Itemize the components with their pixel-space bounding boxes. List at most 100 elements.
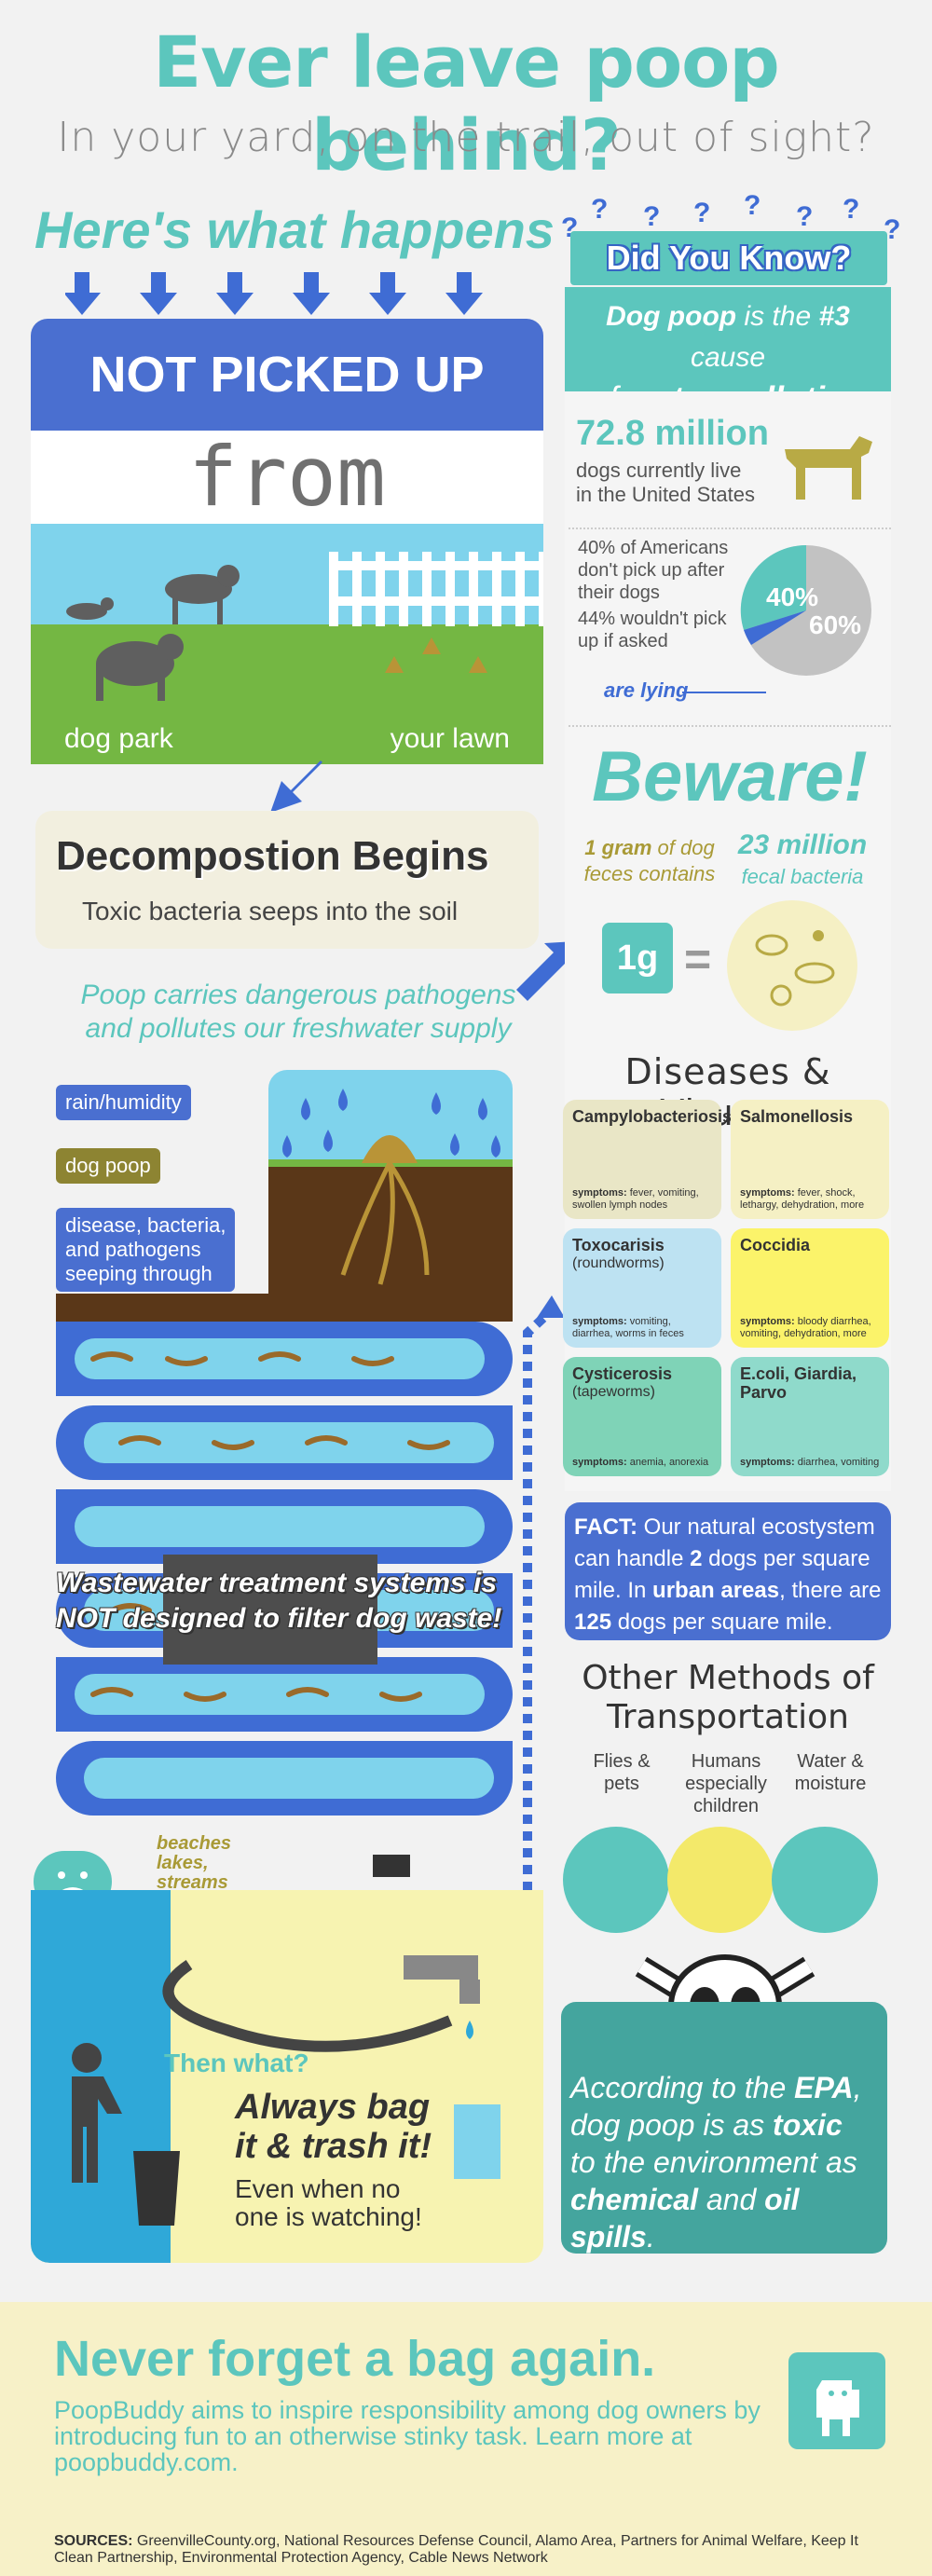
- epa-box: [561, 2002, 887, 2254]
- pct-line: up if asked: [578, 631, 668, 651]
- poopbuddy-logo[interactable]: [788, 2352, 885, 2449]
- wastewater-line: Wastewater treatment systems is: [56, 1568, 497, 1598]
- fact-span: Our natural ecostystem can handle: [574, 1514, 875, 1571]
- bacteria-circle-icon: [727, 900, 857, 1031]
- poop-carries-line: and pollutes our freshwater supply: [85, 1013, 512, 1044]
- symptoms-prefix: symptoms:: [740, 1457, 795, 1468]
- disease-label-line: and pathogens: [65, 1238, 201, 1261]
- method-label-line: Flies &: [593, 1751, 651, 1772]
- fact-text: FACT: Our natural ecostystem can handle …: [574, 1512, 882, 1638]
- question-mark-icon: ?: [884, 214, 901, 245]
- raindrop-icon: [478, 1098, 487, 1120]
- fact-bold: #3: [818, 301, 850, 332]
- raindrop-icon: [450, 1133, 459, 1156]
- disease-name-text: Cysticerosis: [572, 1364, 673, 1383]
- fact-text: is the: [736, 301, 819, 332]
- down-arrow-icon: [65, 272, 101, 315]
- are-lying-label: are lying: [604, 678, 689, 702]
- disease-sub: (tapeworms): [572, 1384, 655, 1400]
- disease-name: Salmonellosis: [740, 1107, 854, 1126]
- disease-sub: (roundworms): [572, 1255, 665, 1271]
- down-arrow-icon: [293, 272, 330, 315]
- question-marks: ? ? ? ? ? ? ? ?: [554, 188, 908, 245]
- did-you-know-heading: Did You Know?: [570, 231, 887, 285]
- bacteria-label: fecal bacteria: [741, 865, 864, 888]
- always-bag-line: Always bag: [235, 2088, 431, 2127]
- pct-line: 44% wouldn't pick: [578, 609, 727, 629]
- disease-symptoms: symptoms: bloody diarrhea, vomiting, deh…: [740, 1316, 880, 1340]
- disease-card: Coccidia symptoms: bloody diarrhea, vomi…: [731, 1228, 889, 1348]
- dogs-count: 72.8 million: [576, 414, 769, 453]
- symptoms-text: fever, vomiting, swollen lymph nodes: [572, 1187, 699, 1211]
- pie-label-40: 40%: [766, 582, 818, 611]
- dog-silhouette-icon: [785, 436, 872, 500]
- question-mark-icon: ?: [796, 201, 814, 232]
- symptoms-prefix: symptoms:: [740, 1187, 795, 1199]
- pie-label-60: 60%: [809, 610, 861, 639]
- decomposition-title: Decompostion Begins: [56, 833, 489, 879]
- question-mark-icon: ?: [843, 194, 860, 225]
- question-mark-icon: ?: [693, 198, 711, 228]
- poopbuddy-description: PoopBuddy aims to inspire responsibility…: [54, 2396, 761, 2476]
- poop-icon: [362, 1135, 418, 1163]
- humans-children-icon: [667, 1827, 774, 1933]
- epa-bold: oil spills: [570, 2183, 800, 2254]
- poop-bag-icon: [153, 2122, 170, 2139]
- person-icon: [72, 2043, 102, 2073]
- bacteria-count: 23 million: [737, 829, 868, 860]
- poop-carries-line: Poop carries dangerous pathogens: [80, 980, 516, 1010]
- pct-not-pick-up: 40% of Americans don't pick up after the…: [578, 537, 728, 604]
- disease-name: Campylobacteriosis: [572, 1107, 733, 1126]
- beware-heading: Beware!: [592, 737, 868, 816]
- disease-symptoms: symptoms: vomiting, diarrhea, worms in f…: [572, 1316, 712, 1340]
- soil-illustration: [268, 1089, 513, 1285]
- raindrop-icon: [301, 1098, 310, 1120]
- method-label-line: moisture: [794, 1774, 867, 1794]
- equals-sign: =: [684, 933, 712, 985]
- down-arrow-icon: [369, 272, 406, 315]
- fact-span: dogs per square mile.: [611, 1610, 833, 1635]
- symptoms-prefix: symptoms:: [572, 1316, 627, 1327]
- method-label-line: especially: [685, 1774, 767, 1794]
- outflow-pipe: [373, 1855, 410, 1877]
- fact-bold: 125: [574, 1610, 612, 1635]
- disease-card: Campylobacteriosis symptoms: fever, vomi…: [563, 1100, 732, 1219]
- page-subtitle: In your yard, on the trail, out of sight…: [57, 114, 875, 161]
- symptoms-text: fever, shock, lethargy, dehydration, mor…: [740, 1187, 865, 1211]
- destination-beaches: beaches: [157, 1833, 232, 1854]
- method-label-line: Humans: [691, 1751, 761, 1772]
- disease-name: E.coli, Giardia, Parvo: [740, 1364, 857, 1402]
- faucet-icon: [404, 1955, 478, 1980]
- always-bag-line: it & trash it!: [235, 2127, 432, 2166]
- disease-symptoms: symptoms: anemia, anorexia: [572, 1457, 712, 1469]
- dogs-line: dogs currently live: [576, 459, 742, 482]
- question-mark-icon: ?: [591, 194, 609, 225]
- footer: [0, 2302, 932, 2576]
- gram-text: of dog: [651, 836, 715, 859]
- percent-pie-chart: 40% 60%: [740, 544, 871, 676]
- symptoms-text: diarrhea, vomiting: [797, 1457, 880, 1468]
- raindrop-icon: [323, 1130, 333, 1152]
- method-label-line: Water &: [797, 1751, 864, 1772]
- other-methods-line: Other Methods of: [582, 1659, 874, 1697]
- diagonal-arrow-icon: [270, 760, 322, 813]
- water-moisture-icon: [772, 1827, 878, 1933]
- never-forget-heading: Never forget a bag again.: [54, 2331, 656, 2387]
- raindrop-icon: [282, 1135, 292, 1158]
- dogs-illustration: [66, 552, 543, 701]
- not-picked-up-banner: NOT PICKED UP: [31, 319, 543, 431]
- bacteria-text: 23 million fecal bacteria: [733, 829, 872, 893]
- pct-line: 40% of Americans: [578, 538, 729, 558]
- epa-bold: chemical: [570, 2183, 698, 2216]
- gram-text: feces contains: [583, 862, 716, 885]
- down-arrow-icon: [216, 272, 254, 315]
- water-drop-icon: [466, 2021, 473, 2039]
- raindrop-icon: [338, 1089, 348, 1111]
- divider: [569, 725, 891, 727]
- epa-span: and: [697, 2183, 765, 2216]
- pct-wouldnt-pick-up: 44% wouldn't pick up if asked: [578, 608, 726, 652]
- wastewater-line: NOT designed to filter dog waste!: [56, 1603, 502, 1634]
- bag-it-scene: [31, 1890, 543, 2263]
- gram-bold: 1 gram: [584, 836, 652, 859]
- sources-text: GreenvilleCounty.org, National Resources…: [54, 2533, 858, 2566]
